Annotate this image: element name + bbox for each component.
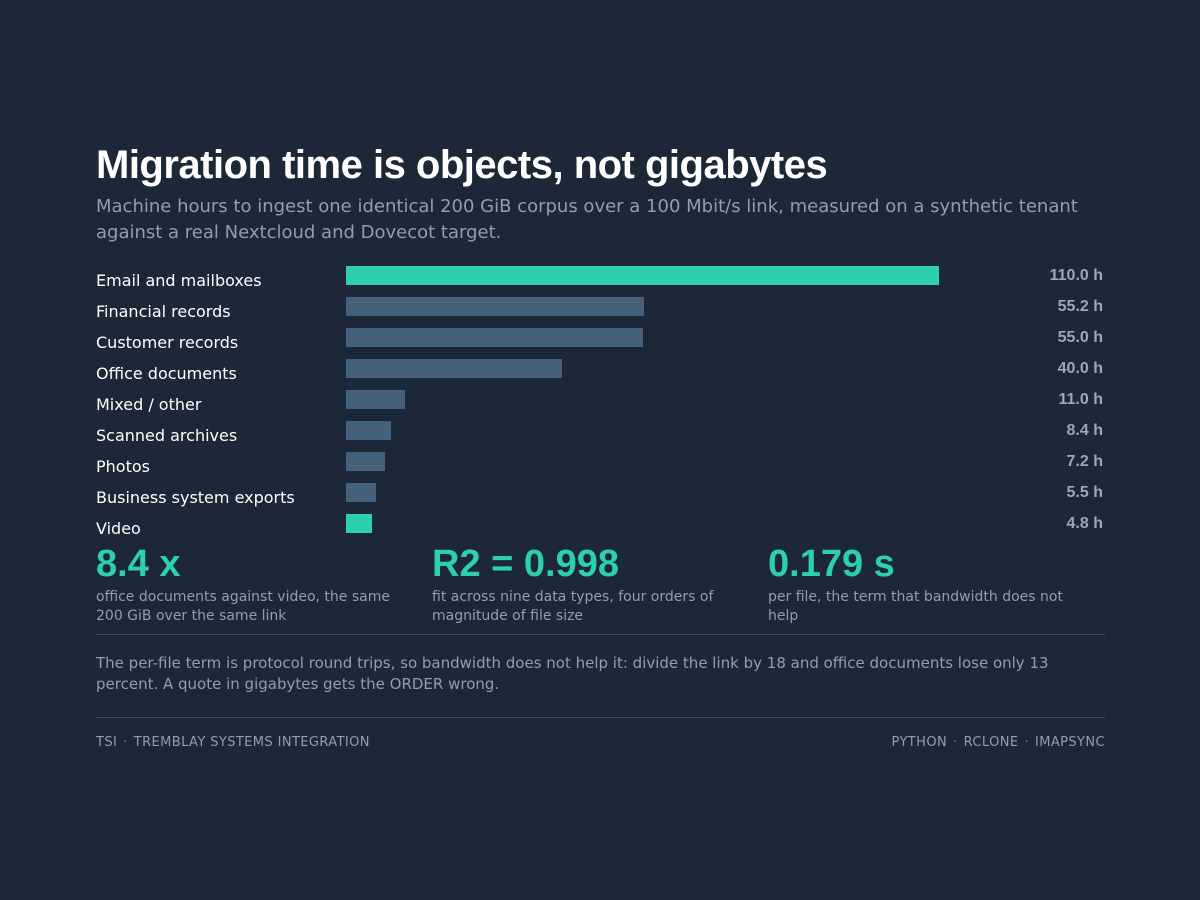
footer-tool-rclone: RCLONE [963,735,1019,750]
separator-dot: · [953,735,958,750]
bar-value-label: 8.4 h [1066,422,1103,439]
bar-row: Business system exports 5.5 h [96,483,1105,514]
bar-category-label: Scanned archives [96,426,238,445]
bar-category-label: Mixed / other [96,395,202,414]
bar-row: Email and mailboxes 110.0 h [96,266,1105,297]
stat-fit-value: R2 = 0.998 [432,543,619,585]
bar [346,514,372,533]
bar-category-label: Financial records [96,302,231,321]
bar [346,297,644,316]
bar [346,266,939,285]
bar-row: Video 4.8 h [96,514,1105,545]
divider [96,634,1105,635]
footer-brand: TSI · TREMBLAY SYSTEMS INTEGRATION [96,734,370,752]
page-subtitle: Machine hours to ingest one identical 20… [96,196,1078,243]
footer-brand-name: TREMBLAY SYSTEMS INTEGRATION [133,735,370,750]
bar [346,483,376,502]
bar-category-label: Email and mailboxes [96,271,262,290]
stat-per-file-caption: per file, the term that bandwidth does n… [768,589,1063,624]
footer-tools: PYTHON · RCLONE · IMAPSYNC [892,734,1105,752]
bar-row: Financial records 55.2 h [96,297,1105,328]
footer-tool-python: PYTHON [891,735,948,750]
stat-fit: R2 = 0.998 fit across nine data types, f… [432,542,742,626]
footnote: The per-file term is protocol round trip… [96,654,1049,693]
bar-chart: Email and mailboxes 110.0 h Financial reco… [96,266,1105,542]
divider [96,717,1105,718]
separator-dot: · [1024,735,1030,750]
bar-value-label: 4.8 h [1066,515,1103,532]
bar-value-label: 110.0 h [1049,267,1103,284]
bar-row: Mixed / other 11.0 h [96,390,1105,421]
bar-row: Office documents 40.0 h [96,359,1105,390]
bar [346,452,385,471]
bar-category-label: Video [96,519,141,538]
bar-value-label: 40.0 h [1057,360,1103,377]
stats-row: 8.4 x office documents against video, th… [96,542,1105,634]
stat-ratio-caption: office documents against video, the same… [96,589,390,624]
bar-row: Photos 7.2 h [96,452,1105,483]
bar-value-label: 11.0 h [1058,391,1103,408]
bar-category-label: Business system exports [96,488,295,507]
bar-value-label: 5.5 h [1066,484,1103,501]
chart-card: Migration time is objects, not gigabytes… [96,140,1105,754]
bar [346,359,562,378]
footer-brand-short: TSI [96,735,118,750]
bar-row: Customer records 55.0 h [96,328,1105,359]
bar-category-label: Photos [96,457,150,476]
bar [346,421,391,440]
bar-category-label: Office documents [96,364,237,383]
stat-ratio-value: 8.4 x [96,543,181,585]
separator-dot: · [123,735,128,750]
bar [346,328,643,347]
stat-fit-caption: fit across nine data types, four orders … [432,589,714,624]
footer-tool-imapsync: IMAPSYNC [1035,735,1105,750]
footer: TSI · TREMBLAY SYSTEMS INTEGRATION PYTHON ·… [96,734,1105,754]
stat-per-file: 0.179 s per file, the term that bandwidt… [768,542,1078,626]
stat-ratio: 8.4 x office documents against video, th… [96,542,406,626]
bar-row: Scanned archives 8.4 h [96,421,1105,452]
stat-per-file-value: 0.179 s [768,543,895,585]
bar-category-label: Customer records [96,333,239,352]
bar-value-label: 55.2 h [1057,298,1103,315]
page-title: Migration time is objects, not gigabytes [96,143,828,187]
bar [346,390,405,409]
bar-value-label: 55.0 h [1057,329,1103,346]
bar-value-label: 7.2 h [1066,453,1103,470]
